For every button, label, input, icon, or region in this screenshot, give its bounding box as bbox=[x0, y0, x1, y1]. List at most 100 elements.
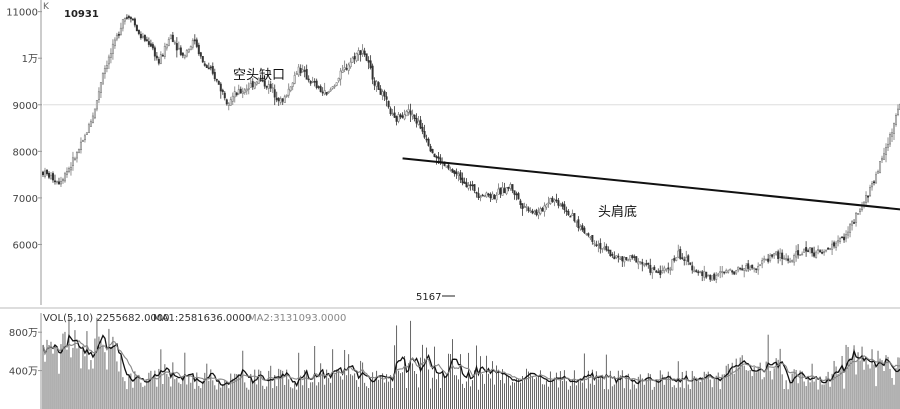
candle-body bbox=[571, 213, 574, 216]
candle-body bbox=[857, 213, 860, 215]
candle-body bbox=[401, 115, 404, 118]
candle-body bbox=[181, 52, 184, 56]
candle-body bbox=[389, 108, 392, 115]
candle-body bbox=[89, 121, 92, 127]
candle-body bbox=[845, 234, 848, 239]
candle-body bbox=[687, 255, 690, 262]
candle-body bbox=[569, 215, 572, 218]
candle-body bbox=[419, 119, 422, 129]
candle-body bbox=[265, 85, 268, 88]
candle-body bbox=[821, 252, 824, 254]
candle-body bbox=[875, 174, 878, 184]
candle-body bbox=[755, 268, 758, 271]
candle-body bbox=[143, 34, 146, 41]
candle-body bbox=[405, 111, 408, 117]
candle-body bbox=[451, 169, 454, 173]
candle-body bbox=[611, 254, 614, 256]
candle-body bbox=[435, 156, 438, 159]
candle-body bbox=[407, 109, 410, 113]
candle-body bbox=[447, 164, 450, 169]
candle-body bbox=[67, 168, 70, 172]
candle-body bbox=[431, 148, 434, 154]
candle-body bbox=[627, 259, 630, 262]
candle-body bbox=[765, 258, 768, 261]
candle-body bbox=[83, 135, 86, 141]
candle-body bbox=[759, 264, 762, 266]
candle-body bbox=[605, 245, 608, 251]
candle-body bbox=[481, 194, 484, 197]
candle-body bbox=[301, 69, 304, 73]
candle-body bbox=[275, 97, 278, 101]
candle-body bbox=[413, 114, 416, 119]
candle-body bbox=[373, 80, 376, 86]
candle-body bbox=[535, 209, 538, 216]
candle-body bbox=[619, 258, 622, 260]
price-tick-label: 9000 bbox=[13, 101, 38, 112]
candle-body bbox=[223, 92, 226, 99]
candle-body bbox=[237, 89, 240, 95]
candle-body bbox=[173, 41, 176, 44]
price-axis-ticks: 11000 1万 9000 8000 7000 6000 bbox=[6, 8, 42, 251]
candle-body bbox=[651, 268, 654, 274]
candle-body bbox=[727, 270, 730, 273]
candle-body bbox=[445, 165, 448, 168]
candle-body bbox=[145, 39, 148, 42]
candle-body bbox=[59, 181, 62, 185]
candle-body bbox=[817, 249, 820, 251]
candle-body bbox=[187, 48, 190, 53]
candle-body bbox=[689, 262, 692, 265]
candle-body bbox=[55, 180, 58, 183]
candle-body bbox=[723, 271, 726, 274]
candle-body bbox=[147, 41, 150, 45]
candle-body bbox=[291, 82, 294, 87]
price-candles bbox=[42, 14, 900, 284]
candle-body bbox=[659, 270, 662, 275]
candle-body bbox=[273, 89, 276, 98]
candle-body bbox=[309, 80, 312, 84]
candle-body bbox=[285, 95, 288, 97]
candle-body bbox=[195, 39, 198, 47]
candle-body bbox=[577, 219, 580, 228]
candle-body bbox=[299, 67, 302, 74]
candle-body bbox=[487, 193, 490, 196]
candle-body bbox=[813, 252, 816, 257]
candle-body bbox=[707, 274, 710, 277]
candle-body bbox=[77, 149, 80, 154]
candle-body bbox=[667, 267, 670, 270]
price-tick-label: 7000 bbox=[13, 194, 38, 205]
candle-body bbox=[799, 254, 802, 256]
candle-body bbox=[751, 264, 754, 269]
candle-body bbox=[825, 249, 828, 252]
candle-body bbox=[791, 260, 794, 262]
candle-body bbox=[735, 270, 738, 274]
candle-body bbox=[171, 34, 174, 42]
candle-body bbox=[295, 73, 298, 75]
candle-body bbox=[597, 244, 600, 246]
candle-body bbox=[483, 194, 486, 197]
candle-body bbox=[757, 265, 760, 271]
candle-body bbox=[411, 113, 414, 117]
candle-body bbox=[153, 47, 156, 57]
candle-body bbox=[461, 177, 464, 184]
candle-body bbox=[287, 88, 290, 96]
candle-body bbox=[843, 236, 846, 241]
candle-body bbox=[741, 268, 744, 271]
candle-body bbox=[421, 126, 424, 132]
candle-body bbox=[211, 66, 214, 74]
candle-body bbox=[473, 184, 476, 192]
candle-body bbox=[809, 247, 812, 250]
price-tick-label: 8000 bbox=[13, 147, 38, 158]
candle-body bbox=[685, 257, 688, 262]
candle-body bbox=[233, 91, 236, 98]
candle-body bbox=[641, 262, 644, 265]
candle-body bbox=[121, 19, 124, 29]
candle-body bbox=[249, 82, 252, 88]
candle-body bbox=[815, 251, 818, 258]
candle-body bbox=[245, 88, 248, 92]
candle-body bbox=[93, 108, 96, 119]
candle-body bbox=[785, 258, 788, 260]
candle-body bbox=[509, 184, 512, 189]
candle-body bbox=[255, 81, 258, 85]
candle-body bbox=[293, 75, 296, 84]
ma2-header-value: MA2:3131093.0000 bbox=[248, 313, 346, 324]
